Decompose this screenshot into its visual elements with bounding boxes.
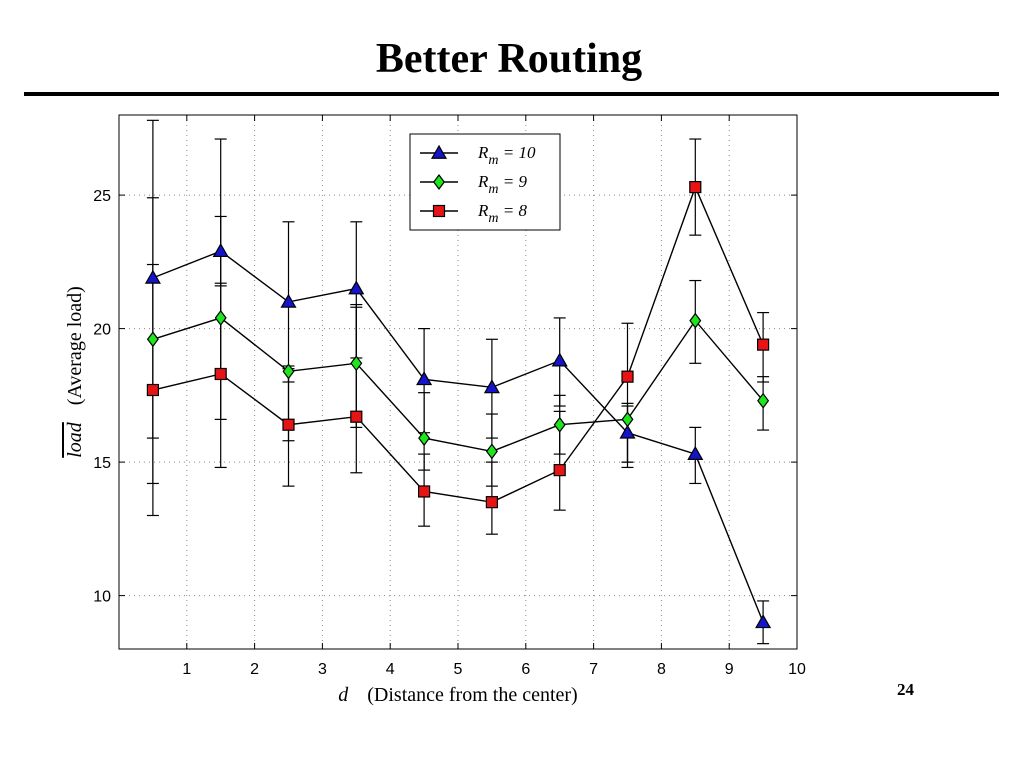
x-tick-label: 2 [250, 661, 259, 678]
legend-label: Rm = 9 [477, 172, 527, 197]
legend-label-value: = 9 [499, 172, 528, 191]
series-line [152, 185, 764, 503]
y-axis-label: load (Average load) [64, 286, 86, 458]
x-tick-label: 8 [657, 661, 666, 678]
x-axis-description: (Distance from the center) [367, 684, 577, 706]
data-point [282, 418, 295, 431]
data-point [757, 392, 770, 409]
data-point [483, 379, 500, 394]
data-point [418, 485, 431, 498]
data-point [687, 445, 704, 460]
data-point [416, 371, 433, 386]
x-tick-label: 1 [182, 661, 191, 678]
legend-label-var: R [477, 201, 489, 220]
legend-label-subscript: m [488, 153, 498, 168]
legend-label: Rm = 8 [477, 201, 527, 226]
data-point [350, 355, 363, 372]
data-point [756, 338, 770, 351]
data-point [485, 496, 498, 509]
series-line [152, 250, 764, 623]
data-point [280, 293, 297, 308]
x-axis-variable: d [338, 684, 349, 706]
data-point [755, 614, 772, 629]
axis-ticks: 1 2 3 4 5 6 7 8 9 10 10 15 20 25 [93, 115, 806, 678]
data-point [214, 367, 227, 381]
data-point [621, 411, 634, 428]
data-point [621, 370, 634, 383]
legend-label-subscript: m [488, 211, 498, 226]
data-point [689, 180, 702, 194]
legend-item: Rm = 9 [420, 172, 527, 197]
data-point [350, 410, 363, 423]
series-group [144, 119, 772, 645]
series-2-markers [146, 309, 770, 460]
x-tick-label: 5 [454, 661, 463, 678]
series-1-markers [144, 242, 772, 629]
page-number: 24 [897, 680, 914, 699]
data-point [282, 363, 295, 380]
y-tick-label: 10 [93, 589, 111, 606]
legend-label-value: = 8 [499, 201, 528, 220]
svg-text:load (Average load): load (Average load) [64, 286, 86, 458]
legend-label-var: R [477, 143, 489, 162]
data-point [146, 383, 159, 397]
grid-lines [119, 115, 797, 649]
y-axis-variable: load [64, 421, 86, 458]
data-point [553, 416, 566, 433]
y-tick-label: 25 [93, 188, 111, 205]
data-point [212, 242, 229, 258]
y-axis-description: (Average load) [64, 286, 86, 405]
x-axis-label: d (Distance from the center) [338, 684, 577, 706]
x-tick-label: 6 [521, 661, 530, 678]
data-point [485, 443, 498, 460]
title-divider [24, 92, 999, 96]
data-point [553, 464, 566, 477]
y-tick-label: 15 [93, 455, 111, 472]
series-3-markers [146, 180, 770, 509]
y-tick-label: 20 [93, 322, 111, 339]
data-point [146, 331, 159, 348]
data-point [689, 312, 702, 329]
x-tick-label: 4 [386, 661, 395, 678]
legend-label: Rm = 10 [477, 143, 536, 168]
data-point [348, 280, 365, 295]
data-point [619, 424, 636, 439]
data-point [144, 269, 161, 284]
legend-marker [430, 144, 448, 159]
legend-item: Rm = 10 [420, 143, 536, 168]
slide-title: Better Routing [375, 36, 643, 82]
data-point [214, 309, 227, 326]
legend-label-var: R [477, 172, 489, 191]
legend-label-value: = 10 [499, 143, 536, 162]
series-line [152, 317, 764, 453]
data-point [551, 352, 568, 367]
x-tick-label: 9 [725, 661, 734, 678]
x-tick-label: 10 [788, 661, 806, 678]
legend-label-subscript: m [488, 182, 498, 197]
x-tick-label: 3 [318, 661, 327, 678]
x-tick-label: 7 [589, 661, 598, 678]
legend-marker [433, 174, 445, 190]
legend-marker [432, 204, 446, 218]
data-point [418, 430, 431, 447]
legend-item: Rm = 8 [420, 201, 527, 226]
